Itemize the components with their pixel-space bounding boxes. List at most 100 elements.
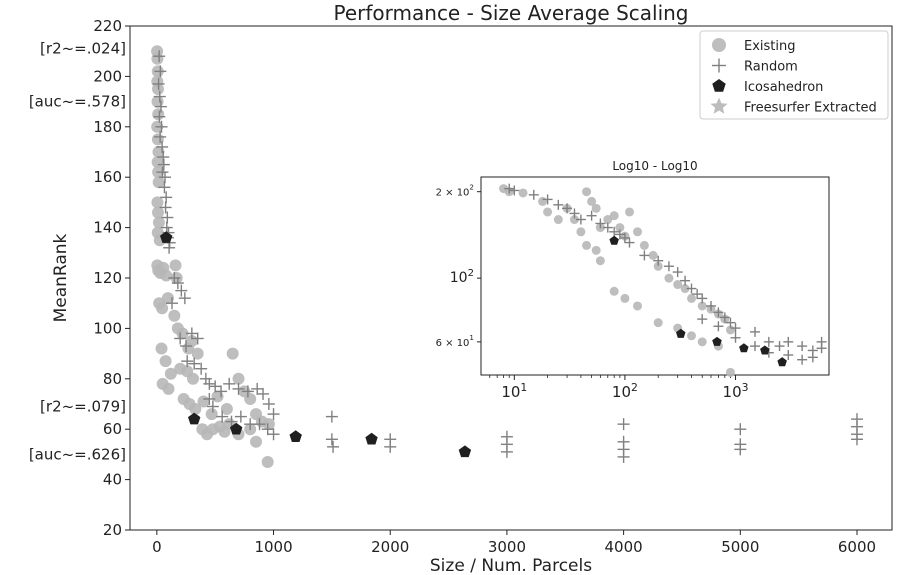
data-point — [175, 284, 188, 297]
inset-data-point — [687, 293, 697, 303]
inset-data-point — [591, 203, 601, 213]
legend-frame — [699, 30, 889, 120]
inset-data-point — [777, 357, 787, 367]
legend-item: Random — [712, 58, 798, 75]
inset-data-point — [807, 352, 818, 363]
y-tick-label: 180 — [93, 118, 122, 136]
y-tick-label: 140 — [93, 219, 122, 237]
inset-data-point — [639, 250, 650, 261]
data-point — [230, 422, 243, 435]
data-point — [365, 432, 378, 445]
data-point — [155, 120, 168, 133]
data-point — [734, 443, 747, 456]
x-tick-label: 1000 — [254, 538, 292, 556]
inset-data-point — [725, 317, 736, 328]
inset-data-point — [609, 235, 619, 245]
y-tick-label: 80 — [103, 370, 122, 388]
data-point — [267, 408, 280, 421]
data-point — [327, 440, 340, 453]
data-point — [253, 418, 266, 431]
legend-label: Existing — [744, 39, 796, 54]
series-random — [152, 50, 863, 463]
side-annotation: [r2~=.079] — [40, 398, 126, 416]
inset-data-point — [816, 343, 827, 354]
inset-data-point — [587, 196, 597, 206]
inset-title: Log10 - Log10 — [612, 159, 697, 173]
legend-marker — [712, 58, 726, 73]
inset-data-point — [609, 211, 619, 221]
data-point — [209, 380, 222, 393]
side-annotations: [r2~=.024] [auc~=.578] [r2~=.079] [auc~=.62… — [29, 40, 126, 464]
inset-data-point — [697, 293, 708, 304]
data-point — [244, 392, 257, 405]
data-point — [180, 340, 193, 353]
data-point — [267, 428, 280, 441]
y-tick-label: 40 — [103, 471, 122, 489]
data-point — [164, 367, 177, 380]
inset-data-point — [542, 194, 553, 205]
inset-series-existing — [499, 184, 735, 377]
inset-x-tick-label: 103 — [723, 381, 749, 401]
chart-title: Performance - Size Average Scaling — [334, 1, 689, 25]
data-point — [203, 392, 216, 405]
data-point — [160, 221, 173, 234]
legend-marker — [710, 97, 728, 114]
data-point — [156, 302, 169, 315]
legend-label: Icosahedron — [744, 80, 823, 95]
data-point — [159, 201, 172, 214]
inset-y-tick-label: 6 × 101 — [436, 333, 474, 349]
data-point — [152, 206, 165, 219]
data-point — [223, 377, 236, 390]
scatter-points — [151, 45, 863, 468]
inset-data-point — [569, 208, 580, 219]
data-point — [160, 191, 173, 204]
data-point — [458, 445, 472, 458]
data-point — [226, 347, 239, 360]
inset-data-point — [664, 273, 674, 283]
inset-y-ticks: 2 × 102 102 6 × 101 — [436, 183, 481, 349]
inset-data-point — [697, 314, 708, 325]
data-point — [257, 387, 270, 400]
inset-data-point — [553, 215, 563, 225]
inset-data-point — [615, 223, 625, 233]
inset-data-point — [705, 300, 716, 311]
data-point — [206, 400, 219, 413]
inset-data-point — [633, 227, 643, 237]
inset-data-point — [575, 214, 586, 225]
inset-data-point — [672, 267, 683, 278]
inset-data-point — [697, 337, 707, 347]
inset-data-point — [774, 341, 785, 352]
data-point — [168, 309, 181, 322]
inset-data-point — [783, 350, 794, 361]
data-point — [153, 90, 166, 103]
data-point — [241, 385, 254, 398]
data-point — [617, 450, 630, 463]
x-axis-ticks: 0 1000 2000 3000 4000 5000 6000 — [152, 530, 876, 556]
legend-marker — [712, 38, 726, 52]
data-point — [188, 357, 201, 370]
data-point — [234, 410, 247, 423]
data-point — [216, 410, 229, 423]
inset-x-tick-label: 102 — [612, 381, 638, 401]
data-point — [232, 382, 245, 395]
y-tick-label: 100 — [93, 319, 122, 337]
x-tick-label: 4000 — [605, 538, 643, 556]
inset-x-tick-label: 101 — [501, 381, 527, 401]
inset-data-point — [797, 354, 808, 365]
data-point — [154, 100, 167, 113]
legend-item: Freesurfer Extracted — [710, 97, 877, 116]
inset-data-point — [648, 250, 658, 260]
data-point — [159, 171, 172, 184]
inset-data-point — [783, 336, 794, 347]
data-point — [151, 52, 164, 65]
inset-data-point — [504, 183, 515, 194]
x-tick-label: 0 — [152, 538, 162, 556]
inset-data-point — [653, 318, 663, 328]
x-axis-label: Size / Num. Parcels — [430, 556, 592, 575]
data-point — [161, 292, 174, 305]
inset-data-point — [562, 203, 573, 214]
inset-data-point — [582, 187, 592, 197]
y-tick-label: 120 — [93, 269, 122, 287]
side-annotation: [r2~=.024] — [40, 40, 126, 58]
inset-data-point — [763, 336, 774, 347]
